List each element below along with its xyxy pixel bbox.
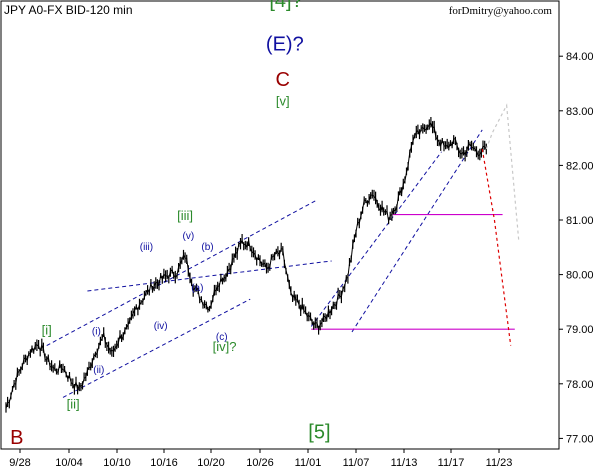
wave-label: C	[276, 69, 290, 91]
x-tick-label: 10/20	[197, 457, 225, 469]
wave-label: [i]	[42, 323, 52, 338]
projection-path	[485, 103, 520, 242]
wave-label: (a)	[191, 283, 203, 294]
x-tick-label: 11/17	[438, 457, 465, 469]
y-tick-label: 83.00	[566, 106, 594, 118]
author-label: forDmitry@yahoo.com	[449, 5, 553, 17]
wave-label: (b)	[201, 242, 213, 253]
y-axis: 77.00 78.00 79.00 80.00 81.00 82.00 83.00 84.00	[559, 51, 594, 445]
channel-line	[62, 298, 251, 398]
x-tick-label: 11/23	[486, 457, 513, 469]
wave-label: [iv]?	[213, 339, 237, 354]
x-tick-label: 10/10	[103, 457, 131, 469]
plot-frame	[0, 0, 560, 450]
wave-label: (iii)	[140, 242, 153, 253]
trend-channels	[46, 129, 483, 398]
price-line	[5, 121, 487, 409]
y-tick-label: 78.00	[566, 379, 594, 391]
wave-label: [5]	[308, 421, 330, 443]
wave-label: [ii]	[67, 396, 80, 411]
wave-label: (E)?	[266, 34, 304, 56]
horizontal-levels	[311, 213, 515, 330]
chart-title: JPY A0-FX BID-120 min	[4, 3, 133, 17]
projection-paths	[481, 103, 520, 346]
y-tick-label: 82.00	[566, 160, 594, 172]
x-tick-label: 10/26	[246, 457, 274, 469]
price-bars	[5, 117, 487, 413]
wave-label: (v)	[183, 231, 195, 242]
channel-line	[87, 260, 332, 292]
wave-label: (iv)	[154, 321, 168, 332]
x-tick-label: 10/04	[55, 457, 83, 469]
channel-line	[310, 151, 442, 327]
x-tick-label: 9/28	[9, 457, 30, 469]
wave-label: [v]	[276, 93, 290, 108]
x-tick-label: 11/01	[295, 457, 322, 469]
y-tick-label: 77.00	[566, 433, 594, 445]
y-tick-label: 84.00	[566, 51, 594, 63]
wave-labels: [i] [ii] (i) (ii) (iii) (iv) [iii] (v) (a) (b) (c)…	[10, 0, 330, 449]
x-tick-label: 11/13	[391, 457, 418, 469]
wave-label: [4]?	[269, 0, 302, 12]
wave-label: (ii)	[93, 365, 104, 376]
projection-path	[481, 148, 512, 346]
channel-line	[46, 200, 316, 347]
channel-line	[351, 129, 483, 333]
wave-label: [iii]	[177, 208, 193, 223]
y-tick-label: 80.00	[566, 270, 594, 282]
x-tick-label: 10/16	[150, 457, 178, 469]
wave-label: (c)	[216, 332, 228, 343]
wave-label: (i)	[92, 327, 101, 338]
wave-label: B	[10, 427, 23, 449]
x-axis: 9/28 10/04 10/10 10/16 10/20 10/26 11/01 11/07 1…	[9, 449, 512, 469]
y-tick-label: 81.00	[566, 215, 594, 227]
y-tick-label: 79.00	[566, 324, 594, 336]
x-tick-label: 11/07	[343, 457, 370, 469]
